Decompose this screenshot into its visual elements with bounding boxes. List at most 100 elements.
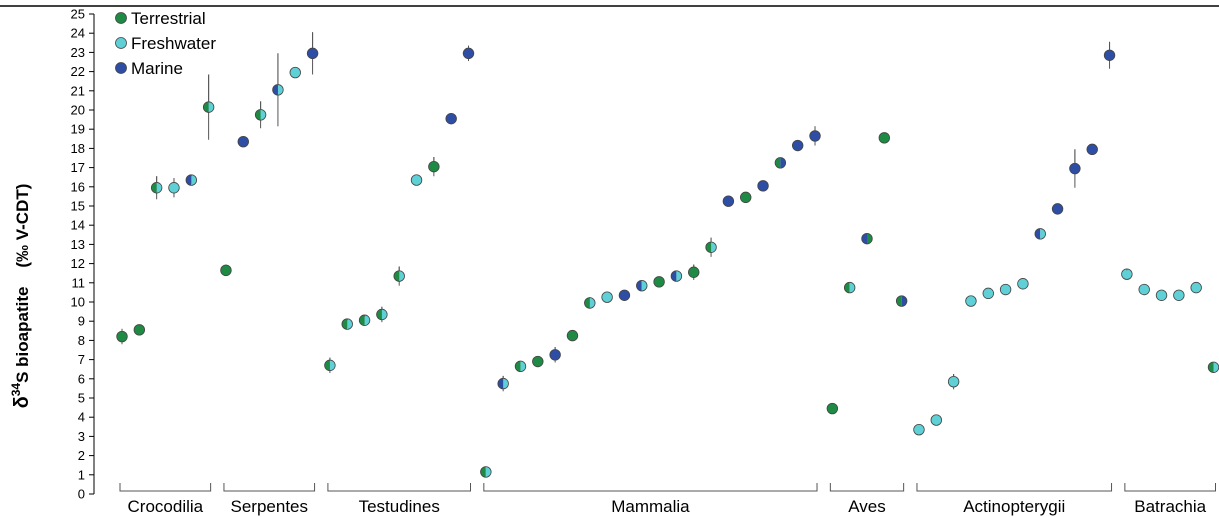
point-right-half — [156, 182, 162, 194]
point-marker — [445, 113, 457, 124]
y-tick-label: 17 — [71, 160, 85, 175]
point-right-half — [866, 233, 873, 244]
y-tick-label: 22 — [71, 64, 85, 79]
data-point — [982, 287, 994, 300]
data-point — [1051, 203, 1064, 215]
point-marker — [809, 130, 821, 142]
point-right-half — [780, 157, 786, 169]
y-tick-label: 6 — [78, 371, 85, 386]
point-marker — [913, 424, 925, 435]
point-outline — [982, 287, 994, 300]
data-point — [480, 466, 492, 478]
data-point — [532, 355, 544, 368]
point-outline — [220, 264, 232, 277]
point-outline — [1051, 203, 1064, 215]
point-marker — [792, 140, 803, 151]
data-point — [1069, 149, 1081, 188]
point-left-half — [255, 109, 261, 121]
point-marker — [116, 331, 128, 342]
y-tick-label: 20 — [71, 103, 85, 118]
point-right-half — [364, 314, 370, 326]
y-tick-label: 1 — [78, 467, 85, 482]
point-marker — [411, 174, 422, 186]
data-point — [1103, 41, 1116, 69]
point-left-half — [1034, 228, 1041, 240]
data-point — [254, 101, 267, 129]
point-left-half — [203, 101, 209, 113]
point-marker — [237, 136, 249, 147]
data-point — [826, 402, 839, 415]
data-point — [341, 318, 353, 330]
group-label: Serpentes — [231, 497, 309, 516]
data-point — [324, 357, 336, 374]
point-outline — [376, 308, 388, 321]
point-marker — [1086, 144, 1098, 155]
data-point — [185, 174, 198, 186]
point-outline — [1086, 143, 1098, 156]
point-right-half — [1213, 361, 1219, 373]
data-point — [376, 306, 388, 323]
data-point — [947, 374, 960, 390]
point-outline — [618, 289, 631, 301]
y-tick-label: 9 — [78, 314, 85, 329]
point-left-half — [341, 318, 348, 330]
point-marker — [532, 356, 544, 367]
point-outline — [1034, 228, 1046, 240]
point-right-half — [208, 101, 214, 113]
point-marker — [930, 414, 942, 426]
data-point — [116, 328, 128, 345]
data-point — [289, 66, 301, 79]
point-outline — [999, 283, 1012, 296]
y-tick-label: 18 — [71, 141, 85, 156]
y-axis-title-symbol: δ — [11, 396, 33, 408]
point-outline — [410, 174, 423, 186]
point-right-half — [191, 174, 197, 186]
group-label: Testudines — [359, 497, 440, 516]
point-outline — [497, 377, 509, 390]
point-outline — [895, 295, 908, 307]
data-point — [999, 283, 1012, 296]
point-right-half — [589, 297, 596, 309]
point-outline — [826, 402, 839, 415]
point-outline — [861, 232, 873, 245]
data-point — [722, 195, 735, 207]
point-left-half — [359, 314, 365, 326]
data-point — [618, 289, 631, 301]
point-right-half — [277, 84, 284, 96]
legend-label-marine: Marine — [131, 59, 183, 78]
legend-label-terrestrial: Terrestrial — [131, 9, 206, 28]
point-marker — [1104, 49, 1115, 61]
data-point — [1017, 278, 1029, 290]
point-marker — [1000, 284, 1011, 295]
point-outline — [791, 139, 804, 152]
y-tick-label: 3 — [78, 429, 85, 444]
point-marker — [463, 48, 474, 59]
point-left-half — [705, 241, 712, 253]
data-point — [1173, 289, 1185, 301]
y-axis-title-superscript: 34 — [9, 383, 23, 397]
point-outline — [930, 414, 942, 426]
point-outline — [601, 291, 613, 303]
data-point — [168, 178, 180, 198]
point-outline — [965, 295, 977, 307]
point-left-half — [861, 233, 867, 244]
y-tick-label: 23 — [71, 45, 85, 60]
y-tick-label: 11 — [72, 275, 86, 290]
y-tick-label: 12 — [71, 256, 85, 271]
point-right-half — [901, 295, 907, 307]
data-point — [809, 126, 821, 146]
data-point — [202, 74, 215, 140]
legend-marker-freshwater — [115, 37, 127, 49]
point-outline — [843, 281, 856, 294]
data-point — [584, 297, 596, 309]
point-left-half — [896, 295, 902, 307]
point-marker — [134, 324, 145, 336]
data-point — [410, 174, 423, 186]
group-label: Mammalia — [611, 497, 690, 516]
point-outline — [653, 276, 665, 288]
data-point — [549, 347, 561, 363]
point-right-half — [520, 361, 526, 372]
data-point — [566, 329, 579, 342]
group-label: Actinopterygii — [963, 497, 1065, 516]
point-left-half — [324, 360, 330, 371]
